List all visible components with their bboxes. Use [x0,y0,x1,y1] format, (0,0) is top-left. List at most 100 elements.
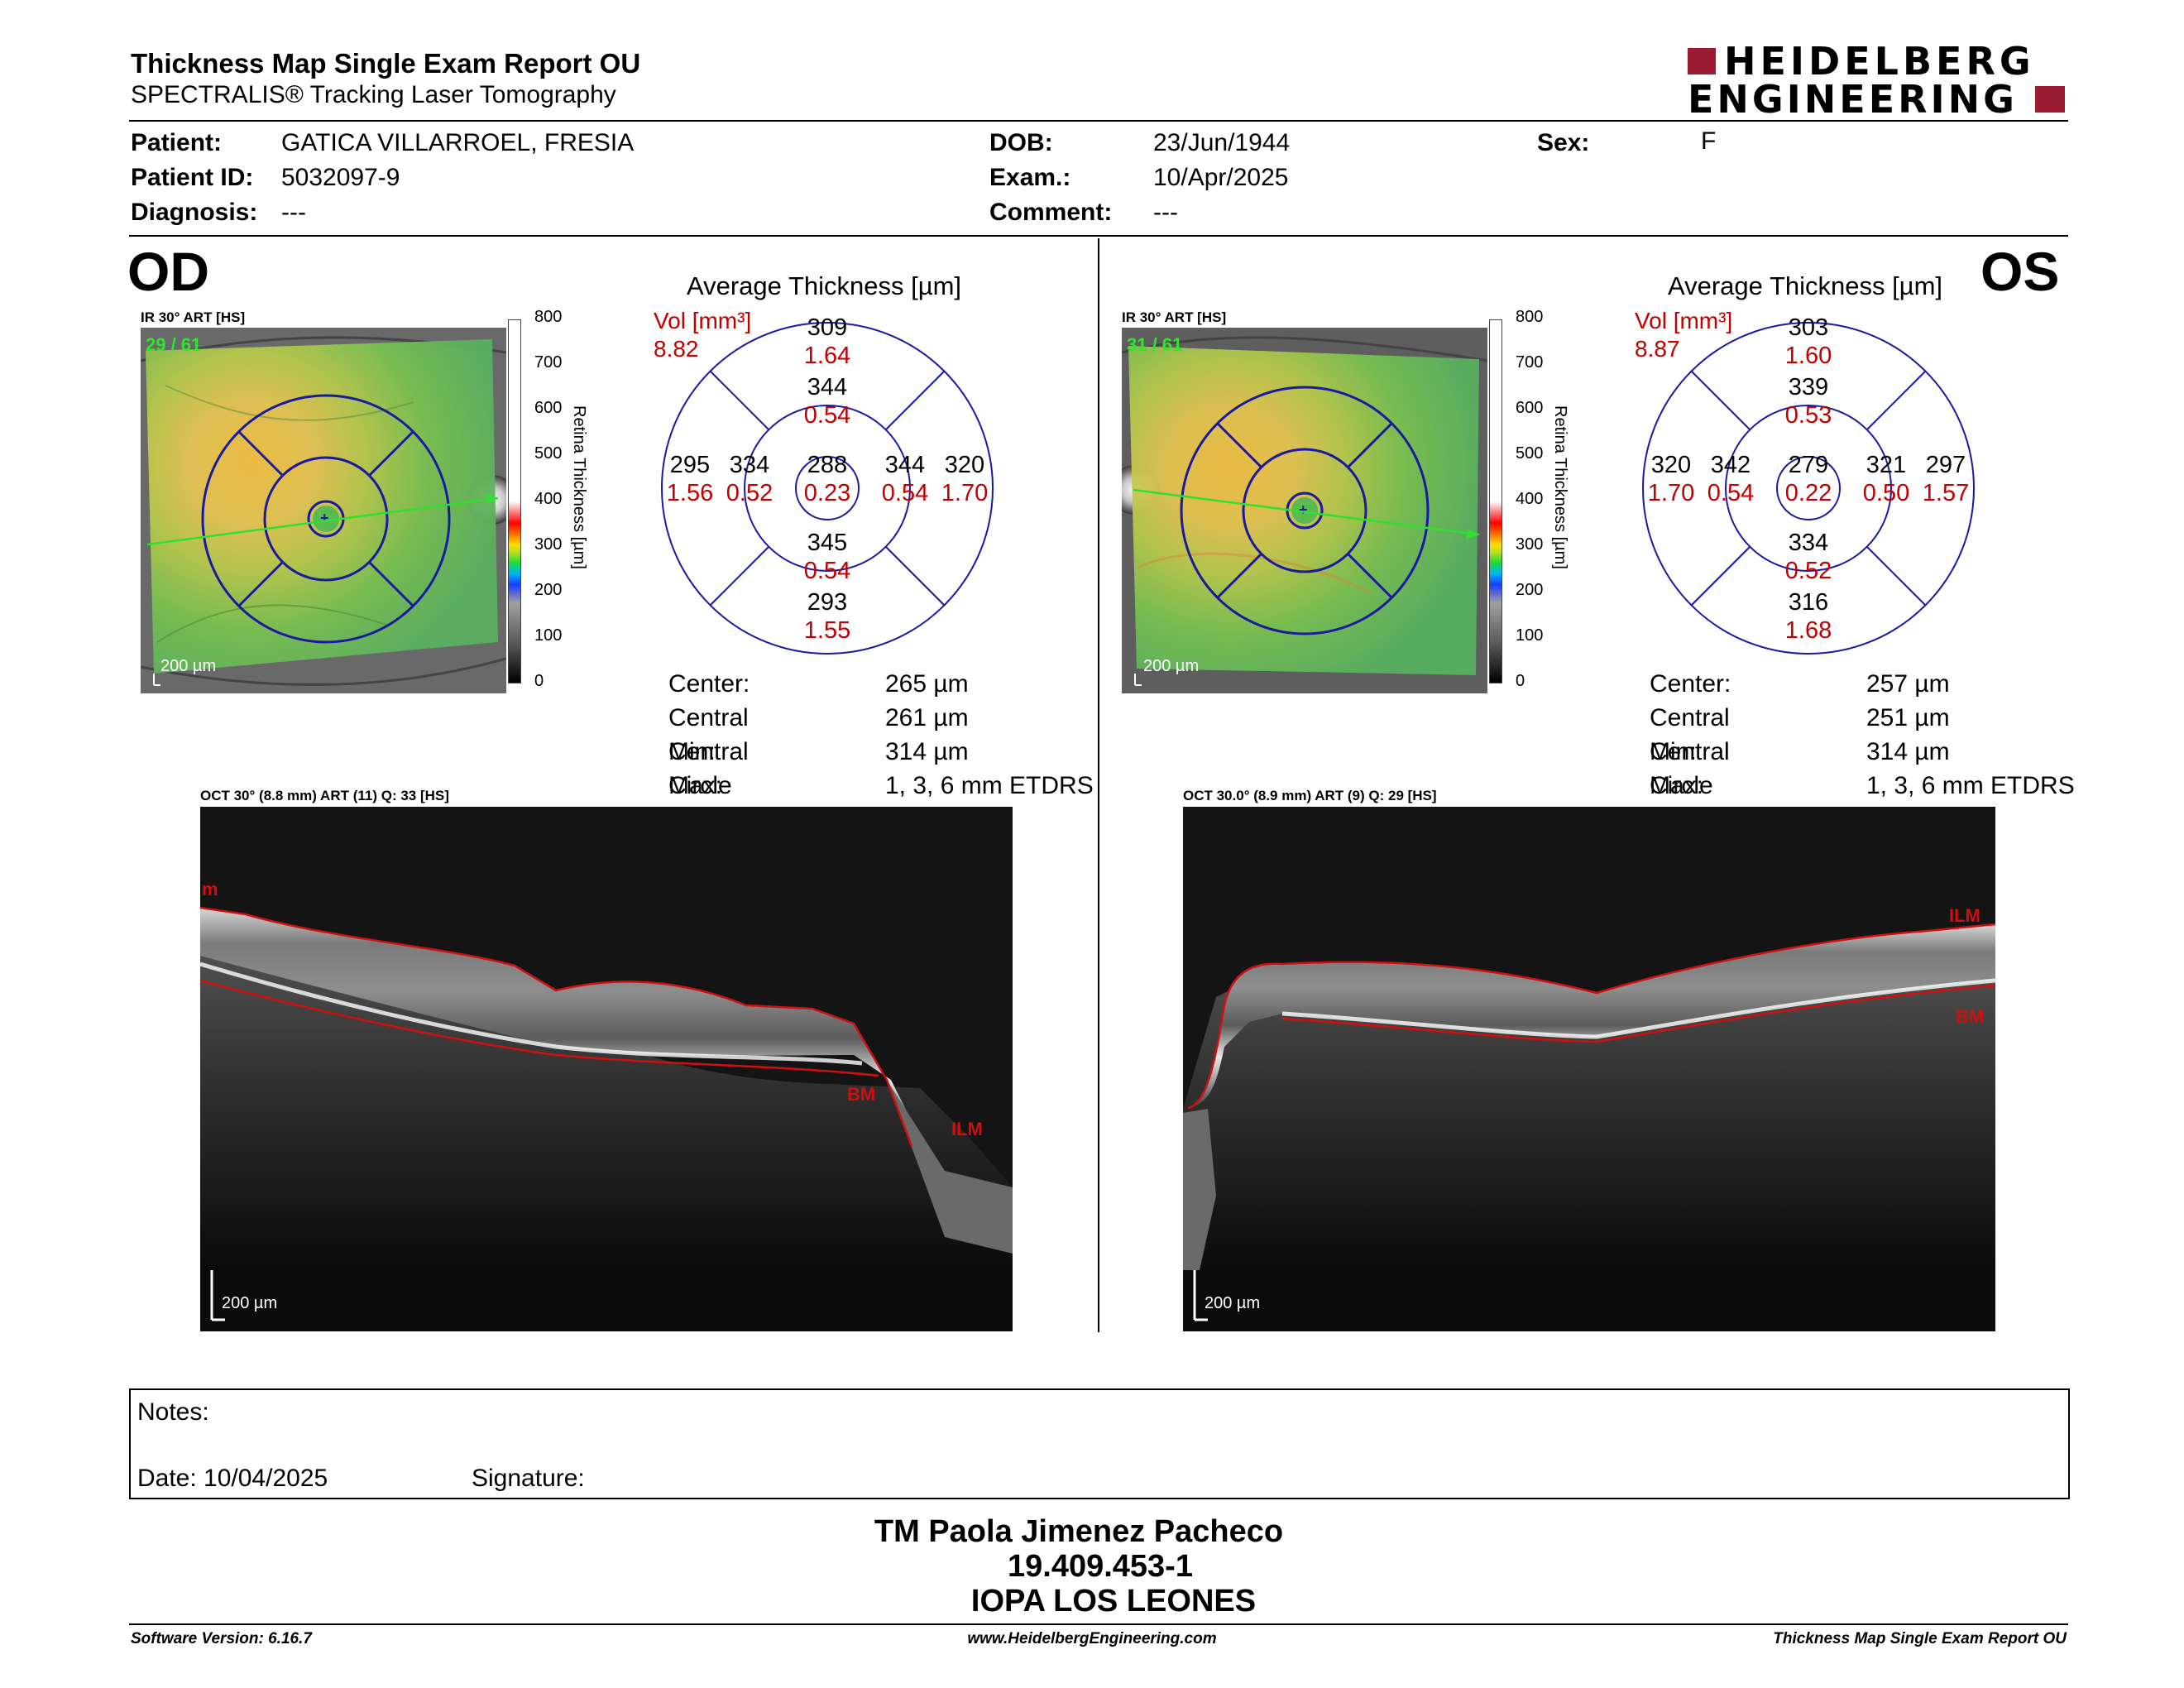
os-colorbar-title: Retina Thickness [µm] [1551,405,1569,569]
od-outer-right-volume: 1.70 [941,480,989,506]
colorbar-tick: 500 [1516,444,1544,463]
svg-text:+: + [1299,501,1308,518]
od-outer-inf-thickness: 293 [807,589,848,616]
os-oct-label: OCT 30.0° (8.9 mm) ART (9) Q: 29 [HS] [1183,788,1437,803]
od-oct-scale: 200 µm [222,1294,278,1312]
svg-text:+: + [320,510,329,526]
od-outer-left-volume: 1.56 [666,480,714,506]
os-outer-left-thickness: 320 [1650,452,1692,478]
os-center-label: Center: [1650,670,1731,698]
os-diam-value: 1, 3, 6 mm ETDRS [1866,772,2075,799]
footer-software: Software Version: 6.16.7 [131,1630,312,1647]
od-inner-right-volume: 0.54 [881,480,929,506]
colorbar-tick: 400 [534,490,563,508]
od-cmax-label: Central Max: [668,738,749,799]
os-ir-label: IR 30° ART [HS] [1122,309,1227,325]
os-outer-sup-thickness: 303 [1788,314,1829,341]
os-avg-title: Average Thickness [µm] [1668,271,1943,300]
colorbar-tick: 500 [534,444,563,463]
od-outer-right-thickness: 320 [944,452,985,478]
os-inner-inf-thickness: 334 [1788,530,1829,556]
os-inner-sup-thickness: 339 [1788,374,1829,400]
footer-website[interactable]: www.HeidelbergEngineering.com [967,1630,1217,1647]
os-inner-sup-volume: 0.53 [1784,402,1832,429]
dob: 23/Jun/1944 [1153,129,1291,156]
od-center-label: Center: [668,670,750,698]
od-cmax-value: 314 µm [885,738,969,765]
sex-label: Sex: [1537,129,1590,156]
od-oct-bscan [200,807,1013,1331]
os-cmax-label: Central Max: [1650,738,1730,799]
notes-date: Date: 10/04/2025 [137,1465,328,1492]
sex: F [1701,127,1717,155]
colorbar-tick: 600 [534,399,563,417]
report-title: Thickness Map Single Exam Report OU [131,48,641,79]
os-ir-thickness-map: + [1122,328,1487,693]
od-inner-inf-thickness: 345 [807,530,848,556]
od-ilm-label: ILM [951,1119,983,1139]
colorbar-tick: 200 [534,581,563,599]
os-etdrs-grid [1642,322,1975,655]
os-cmin-value: 251 µm [1866,704,1950,731]
os-ir-counter: 31 / 61 [1127,334,1183,355]
exam-date: 10/Apr/2025 [1153,164,1289,191]
od-inner-left-thickness: 334 [729,452,770,478]
os-inner-left-thickness: 342 [1710,452,1751,478]
od-ir-counter: 29 / 61 [146,334,202,355]
os-inner-inf-volume: 0.52 [1784,558,1832,584]
os-outer-sup-volume: 1.60 [1784,343,1832,369]
logo-line1: HEIDELBERG [1724,39,2035,84]
os-ilm-label: ILM [1949,905,1980,926]
od-center-thickness: 288 [807,452,848,478]
os-outer-inf-volume: 1.68 [1784,617,1832,644]
os-vol-label: Vol [mm³] [1635,308,1733,333]
signer-name: TM Paola Jimenez Pacheco [874,1514,1284,1549]
os-vol-value: 8.87 [1635,336,1680,362]
os-eye-label: OS [1980,241,2060,302]
os-bm-label: BM [1956,1006,1985,1027]
od-vol-value: 8.82 [654,336,699,362]
colorbar-tick: 300 [534,535,563,554]
od-ir-scale: 200 µm [160,657,217,675]
notes-box[interactable]: Notes: Date: 10/04/2025 Signature: [129,1388,2070,1499]
os-oct-bscan [1183,807,1995,1331]
od-ir-thickness-map: + [141,328,506,693]
os-cmin-label: Central Min: [1650,704,1730,765]
od-ilm-cut-label: m [202,879,218,899]
os-oct-scale: 200 µm [1205,1294,1261,1312]
os-inner-left-volume: 0.54 [1707,480,1755,506]
od-etdrs-grid [661,322,994,655]
od-cmin-value: 261 µm [885,704,969,731]
od-inner-sup-volume: 0.54 [803,402,851,429]
heidelberg-logo: HEIDELBERG ENGINEERING [1684,39,2068,122]
od-eye-label: OD [127,241,209,302]
os-outer-right-volume: 1.57 [1922,480,1970,506]
os-center-thickness: 279 [1788,452,1829,478]
od-center-volume: 0.23 [803,480,851,506]
os-cmax-value: 314 µm [1866,738,1950,765]
colorbar-tick: 100 [1516,626,1544,645]
os-center-volume: 0.22 [1784,480,1832,506]
patient-label: Patient: [131,129,223,156]
logo-line2: ENGINEERING [1688,77,2018,122]
signature-label: Signature: [472,1465,585,1492]
colorbar-tick: 0 [1516,672,1525,690]
dob-label: DOB: [989,129,1053,156]
colorbar-tick: 800 [1516,308,1544,326]
os-inner-right-thickness: 321 [1866,452,1907,478]
od-outer-left-thickness: 295 [669,452,711,478]
exam-label: Exam.: [989,164,1071,191]
colorbar-tick: 700 [534,353,563,372]
od-bm-label: BM [847,1084,876,1105]
patient-name: GATICA VILLARROEL, FRESIA [281,129,635,156]
od-outer-sup-thickness: 309 [807,314,848,341]
diagnosis: --- [281,199,306,226]
footer-report-name: Thickness Map Single Exam Report OU [1773,1630,2067,1647]
colorbar-tick: 700 [1516,353,1544,372]
colorbar-tick: 200 [1516,581,1544,599]
od-cmin-label: Central Min: [668,704,749,765]
patient-id-label: Patient ID: [131,164,254,191]
od-outer-sup-volume: 1.64 [803,343,851,369]
os-center-value: 257 µm [1866,670,1950,698]
od-inner-inf-volume: 0.54 [803,558,851,584]
